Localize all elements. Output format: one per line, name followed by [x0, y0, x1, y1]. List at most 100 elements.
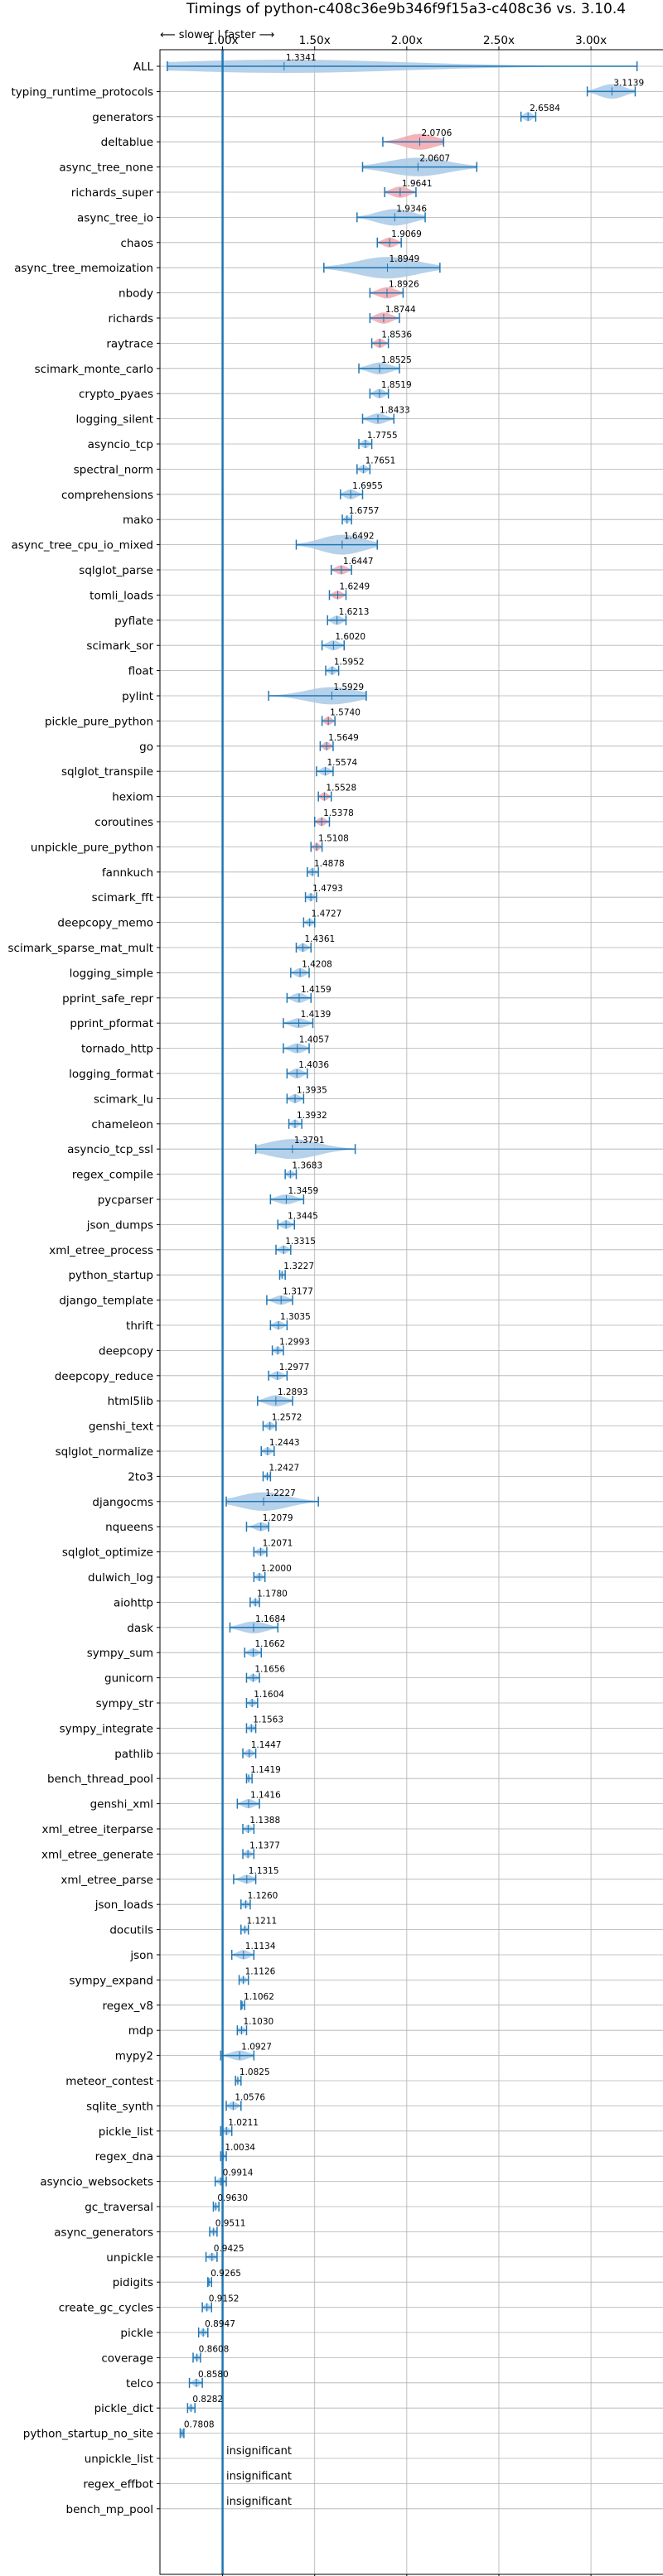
benchmark-label: unpickle_list: [85, 2453, 153, 2466]
data-label: 1.6213: [339, 607, 370, 617]
data-label: 1.0927: [241, 2043, 272, 2053]
data-label: 1.3341: [286, 53, 317, 63]
benchmark-label: sympy_str: [96, 1697, 154, 1710]
benchmark-label: logging_format: [69, 1068, 153, 1081]
benchmark-label: genshi_xml: [90, 1798, 153, 1811]
benchmark-label: xml_etree_generate: [41, 1848, 153, 1861]
data-label: 1.5574: [327, 758, 357, 768]
benchmark-label: scimark_sparse_mat_mult: [8, 942, 153, 955]
data-label: 1.9069: [391, 229, 422, 239]
data-label: 0.9630: [217, 2193, 248, 2203]
data-label: 1.4139: [301, 1010, 332, 1020]
data-label: 3.1139: [613, 78, 644, 88]
data-label: 0.7808: [184, 2420, 215, 2430]
data-label: 1.1662: [255, 1639, 286, 1649]
data-label: 1.1388: [249, 1816, 280, 1826]
data-label: 1.2572: [272, 1413, 302, 1423]
benchmark-label: thrift: [126, 1319, 153, 1333]
benchmark-label: ALL: [133, 60, 154, 74]
direction-note: ⟵ slower | faster ⟶: [160, 29, 274, 41]
benchmark-label: pickle_pure_python: [45, 715, 153, 728]
benchmark-label: tornado_http: [81, 1043, 153, 1056]
x-tick-label-top: 3.00x: [575, 34, 607, 47]
benchmark-label: mako: [123, 514, 153, 527]
data-label: 1.7651: [365, 456, 396, 466]
benchmark-label: coverage: [101, 2352, 153, 2365]
data-label: 2.0706: [422, 128, 452, 138]
benchmark-label: deltablue: [101, 136, 153, 149]
benchmark-label: xml_etree_iterparse: [42, 1823, 154, 1836]
benchmark-label: xml_etree_parse: [60, 1874, 153, 1887]
benchmark-label: nbody: [119, 287, 153, 301]
data-label: 1.1134: [245, 1942, 276, 1951]
benchmark-label: sqlglot_optimize: [62, 1546, 153, 1560]
benchmark-label: sympy_sum: [87, 1647, 153, 1660]
benchmark-label: scimark_sor: [86, 639, 153, 653]
benchmark-label: chaos: [120, 237, 153, 250]
data-label: 1.1447: [251, 1740, 282, 1750]
benchmark-label: deepcopy_reduce: [55, 1370, 153, 1383]
data-label: 1.1260: [248, 1891, 278, 1901]
benchmark-label: pickle_list: [99, 2125, 153, 2139]
data-label: 1.3683: [292, 1161, 322, 1171]
data-label: 1.4208: [302, 959, 332, 969]
data-label: 1.3932: [297, 1111, 327, 1121]
benchmark-label: unpickle_pure_python: [31, 841, 153, 854]
benchmark-label: genshi_text: [89, 1421, 153, 1434]
benchmark-label: regex_dna: [95, 2150, 153, 2164]
data-label: 1.8525: [381, 355, 412, 365]
benchmark-label: asyncio_tcp: [88, 438, 153, 451]
benchmark-label: json: [129, 1949, 153, 1962]
data-label: 1.8433: [380, 406, 410, 416]
benchmark-label: go: [139, 740, 153, 754]
data-label: 1.1030: [243, 2017, 273, 2027]
data-label: 1.3035: [280, 1312, 311, 1322]
data-label: 0.9511: [215, 2218, 246, 2228]
benchmark-label: django_template: [59, 1295, 153, 1308]
x-tick-label-top: 1.50x: [299, 34, 331, 47]
benchmark-label: richards: [109, 312, 153, 326]
data-label: 1.1126: [245, 1966, 276, 1976]
benchmark-label: gc_traversal: [85, 2201, 153, 2214]
benchmark-label: pprint_pformat: [70, 1017, 153, 1030]
benchmark-label: scimark_monte_carlo: [35, 363, 153, 376]
data-label: 1.6447: [343, 557, 374, 567]
benchmark-label: xml_etree_process: [49, 1244, 153, 1257]
benchmark-label: asyncio_websockets: [40, 2176, 153, 2189]
data-label: 1.2427: [269, 1463, 300, 1473]
data-label: 1.6249: [339, 581, 370, 591]
benchmark-label: python_startup_no_site: [23, 2428, 153, 2441]
data-label: 1.9641: [402, 179, 433, 189]
benchmark-label: html5lib: [108, 1395, 153, 1408]
data-label: 1.3935: [297, 1085, 327, 1095]
benchmark-label: async_tree_cpu_io_mixed: [12, 539, 153, 552]
x-tick-label-top: 1.00x: [207, 34, 239, 47]
chart-title: Timings of python-c408c36e9b346f9f15a3-c…: [186, 1, 626, 17]
data-label: 1.1315: [249, 1866, 279, 1876]
data-label: 1.8536: [381, 330, 412, 340]
benchmark-label: raytrace: [106, 337, 153, 350]
benchmark-label: unpickle: [106, 2251, 153, 2265]
data-label: 1.2079: [263, 1513, 293, 1523]
benchmark-label: pidigits: [113, 2276, 153, 2289]
insignificant-label: insignificant: [226, 2470, 292, 2482]
benchmark-label: dulwich_log: [88, 1571, 153, 1585]
benchmark-label: pylint: [122, 690, 153, 703]
benchmark-label: nqueens: [105, 1521, 153, 1534]
data-label: 1.8949: [389, 254, 419, 264]
data-label: 1.1377: [249, 1840, 280, 1850]
data-label: 1.3315: [285, 1237, 316, 1247]
data-label: 2.0607: [419, 154, 450, 164]
data-label: 1.6955: [352, 481, 383, 491]
benchmark-label: sqlglot_transpile: [61, 765, 153, 779]
benchmark-label: async_tree_none: [59, 162, 153, 175]
benchmark-label: create_gc_cycles: [59, 2302, 153, 2315]
data-label: 1.0825: [240, 2067, 270, 2077]
benchmark-label: pyflate: [114, 615, 153, 628]
benchmark-label: mypy2: [115, 2050, 153, 2063]
label-layer: 1.3341 3.1139 2.6584 2.0706 2.0607 1.9641 1.93…: [184, 53, 644, 2508]
benchmark-label: sqlglot_normalize: [56, 1445, 153, 1459]
data-label: 1.2000: [261, 1564, 292, 1574]
